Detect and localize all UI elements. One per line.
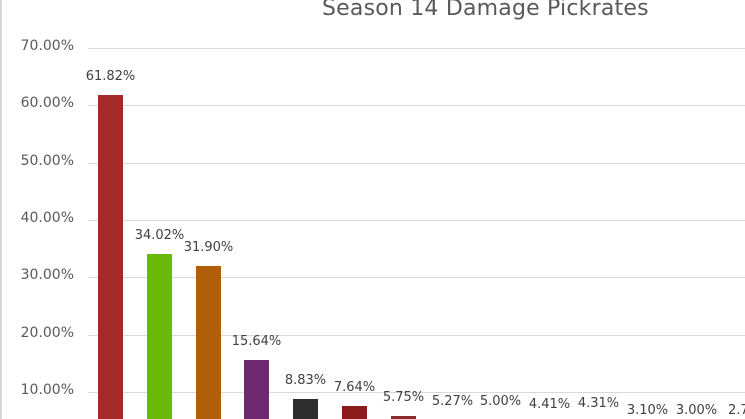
gridline [88,48,745,49]
data-label: 5.75% [382,390,425,405]
gridline [88,105,745,106]
data-label: 7.64% [333,380,376,395]
y-tick-label: 50.00% [20,153,74,169]
data-label: 5.27% [431,394,474,409]
bar [391,416,416,419]
gridline [88,277,745,278]
bar [342,406,367,419]
y-tick-label: 70.00% [20,38,74,54]
data-label: 3.10% [626,403,669,418]
y-tick-label: 40.00% [20,210,74,226]
data-label: 34.02% [134,228,185,243]
data-label: 3.00% [675,403,718,418]
gridline [88,220,745,221]
gridline [88,163,745,164]
y-tick-label: 60.00% [20,95,74,111]
data-label: 5.00% [479,394,522,409]
data-label: 31.90% [183,240,234,255]
bar [244,360,269,419]
y-tick-label: 10.00% [20,382,74,398]
data-label: 15.64% [231,334,282,349]
y-tick-label: 20.00% [20,325,74,341]
bar [98,95,123,419]
data-label: 2.7 [728,403,745,418]
y-tick-label: 30.00% [20,267,74,283]
gridline [88,392,745,393]
data-label: 4.41% [528,397,571,412]
data-label: 4.31% [577,396,620,411]
bar [147,254,172,419]
chart-frame-border [0,0,2,419]
data-label: 61.82% [85,69,136,84]
bar [293,399,318,419]
data-label: 8.83% [284,373,327,388]
gridline [88,335,745,336]
bar [196,266,221,419]
chart-title: Season 14 Damage Pickrates [322,0,649,21]
